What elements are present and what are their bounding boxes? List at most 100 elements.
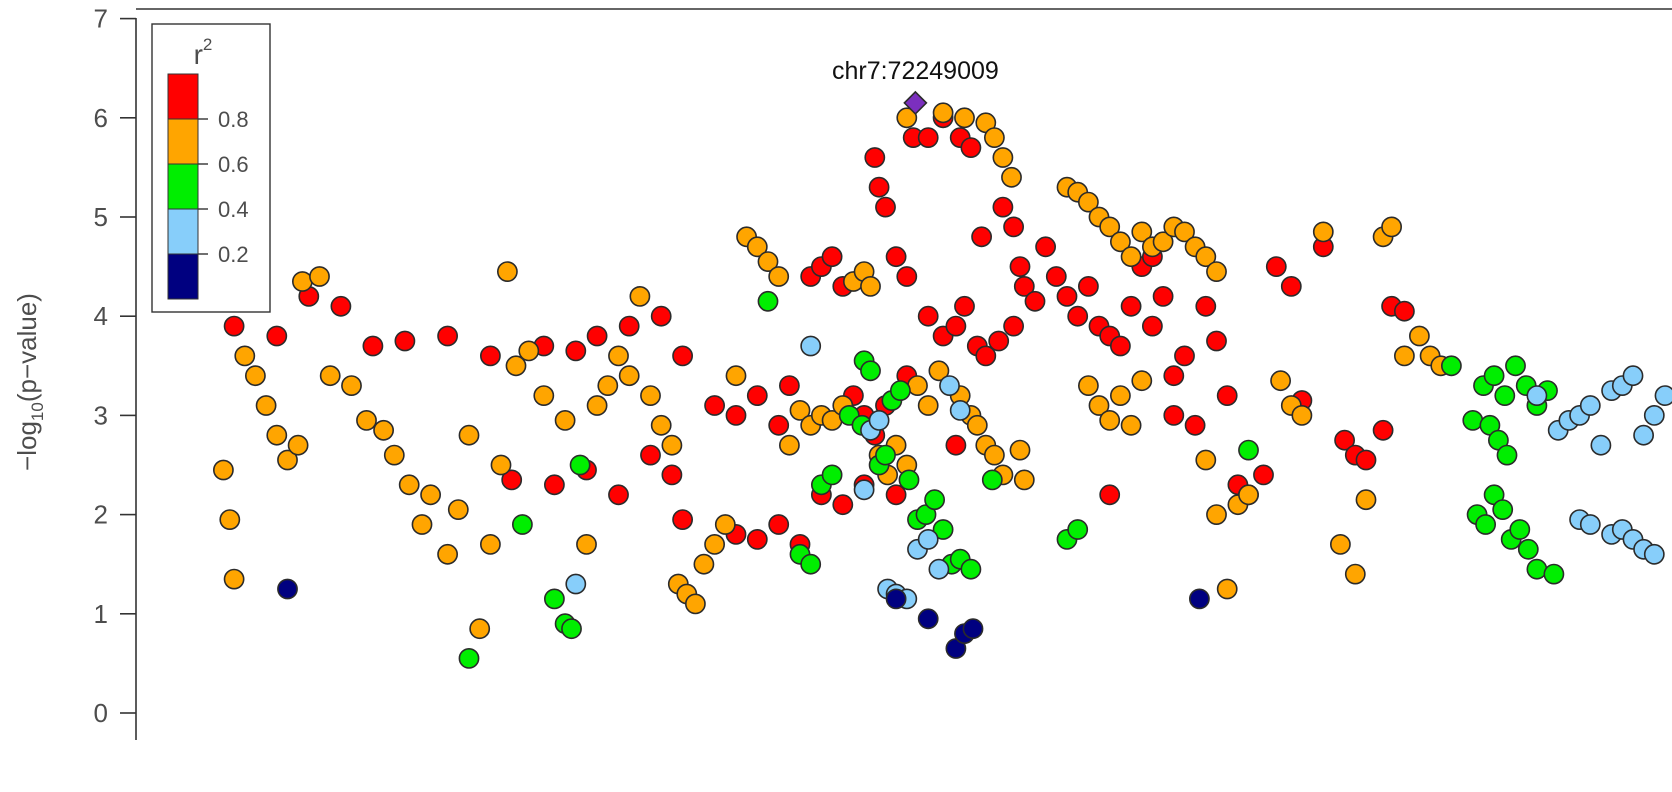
data-point [1131, 221, 1153, 243]
data-point [640, 385, 661, 407]
data-point [479, 534, 501, 555]
data-point [757, 290, 779, 312]
data-point [565, 340, 587, 362]
data-point [618, 365, 640, 387]
data-point [1509, 519, 1531, 540]
data-point [1654, 385, 1672, 406]
data-point [917, 127, 939, 149]
data-point [469, 618, 491, 640]
data-point [597, 375, 619, 397]
data-point [1622, 365, 1644, 387]
data-point [1110, 385, 1131, 407]
legend-title: r2 [194, 35, 213, 70]
data-point [1120, 246, 1142, 268]
data-point [373, 419, 395, 441]
data-point [1216, 385, 1238, 407]
data-point [860, 275, 881, 297]
data-point [1372, 419, 1394, 441]
data-point [932, 519, 954, 540]
y-tick-label: 5 [94, 202, 108, 232]
data-point [569, 454, 591, 476]
data-point [1045, 266, 1067, 287]
data-point [1492, 499, 1514, 521]
data-point [960, 558, 982, 580]
data-point [949, 399, 971, 421]
data-point [479, 345, 501, 367]
data-point [885, 246, 907, 268]
y-axis: 0 1 2 3 4 5 6 7 [94, 4, 1672, 740]
data-point [1344, 563, 1366, 585]
data-point [832, 494, 854, 516]
data-point [650, 305, 672, 327]
data-point [1056, 285, 1078, 307]
data-point [1330, 534, 1351, 555]
legend-color-bin [167, 253, 199, 300]
data-point [608, 345, 629, 367]
data-point [1120, 414, 1142, 436]
data-point [1334, 429, 1356, 451]
legend-tick-label: 0.8 [218, 107, 249, 132]
data-point [650, 414, 672, 436]
data-point [437, 543, 459, 565]
data-point [685, 593, 706, 615]
legend-tick-label: 0.2 [218, 242, 249, 267]
data-point [1013, 469, 1035, 491]
data-point [1009, 256, 1031, 278]
data-point [1579, 395, 1601, 416]
data-point [1253, 464, 1274, 486]
data-point [640, 444, 661, 466]
data-point [1543, 563, 1565, 585]
data-point [411, 514, 433, 535]
data-point [1462, 409, 1484, 431]
y-axis-title-main: −log [12, 421, 42, 471]
data-point [1206, 504, 1227, 525]
data-point [565, 573, 587, 595]
y-tick-label: 0 [94, 698, 108, 728]
data-point [1013, 275, 1035, 297]
data-points [212, 102, 1672, 669]
data-point [447, 499, 469, 521]
data-point [1009, 439, 1031, 461]
data-point [1078, 191, 1099, 213]
lead-snp-group: chr7:72249009 [832, 57, 999, 116]
data-point [1483, 365, 1505, 387]
data-point [1003, 216, 1025, 238]
data-point [954, 107, 975, 129]
data-point [693, 553, 715, 575]
data-point [1078, 275, 1099, 297]
data-point [1163, 404, 1185, 426]
data-point [1067, 305, 1089, 327]
data-point [1206, 330, 1227, 352]
r2-legend: r2 0.8 0.6 0.4 0.2 [151, 23, 271, 313]
y-tick-label: 7 [94, 4, 108, 34]
data-point [266, 325, 288, 347]
data-point [398, 474, 420, 496]
data-point [779, 375, 800, 397]
data-point [1496, 444, 1518, 466]
legend-tick-label: 0.6 [218, 152, 249, 177]
data-point [1131, 370, 1153, 392]
data-point [1643, 543, 1665, 565]
data-point [501, 469, 523, 491]
data-point [1643, 404, 1665, 426]
data-point [420, 484, 442, 506]
data-point [984, 127, 1005, 149]
data-point [868, 409, 890, 431]
data-point [266, 424, 288, 446]
data-point [1001, 166, 1022, 188]
data-point [768, 414, 790, 436]
data-point [1163, 365, 1185, 387]
data-point [1441, 355, 1462, 377]
data-point [868, 176, 890, 198]
data-point [1110, 231, 1131, 253]
data-point [544, 588, 565, 610]
data-point [725, 404, 747, 426]
data-point [966, 414, 988, 436]
data-point [1099, 409, 1121, 431]
data-point [1078, 375, 1099, 397]
data-point [1206, 261, 1227, 283]
data-point [746, 529, 768, 550]
data-point [1394, 300, 1415, 322]
